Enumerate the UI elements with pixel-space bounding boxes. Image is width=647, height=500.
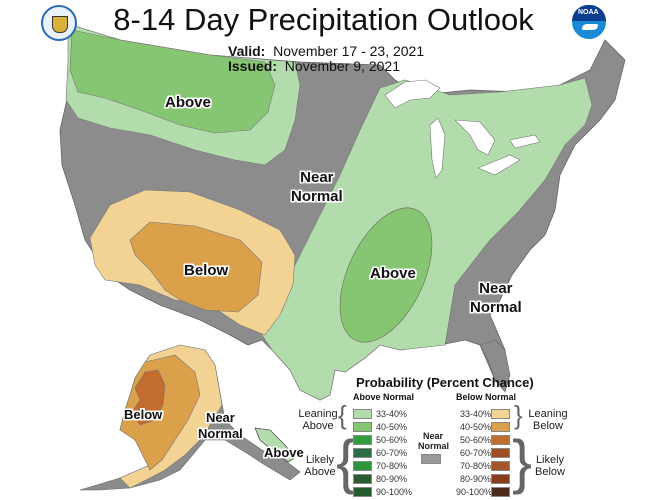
label-line: Near <box>422 431 443 441</box>
swatch-above-80-90 <box>353 474 372 484</box>
brace-icon: } <box>512 428 533 495</box>
range-above-80-90: 80-90% <box>376 474 408 484</box>
probability-legend: Probability (Percent Chance) Above Norma… <box>290 372 647 500</box>
label-line: Above <box>302 420 334 432</box>
label-sw-below: Below <box>184 262 229 279</box>
label-line: Normal <box>291 188 343 205</box>
label-line: Below <box>535 466 565 478</box>
label-line: Likely <box>305 454 335 466</box>
doc-seal-icon <box>41 5 77 41</box>
mv-above-core <box>339 207 433 343</box>
label-se-near-normal: Near Normal <box>470 279 522 317</box>
sw-below-core <box>129 221 263 313</box>
swatch-above-40-50 <box>353 422 372 432</box>
nw-above-core <box>69 29 276 134</box>
near-normal-label: Near Normal <box>418 431 450 451</box>
valid-dates: Valid: November 17 - 23, 2021 <box>228 43 424 59</box>
swatch-below-80-90 <box>491 474 510 484</box>
likely-above-label: Likely Above <box>300 454 340 478</box>
label-line: Normal <box>470 299 522 316</box>
label-line: Near <box>300 169 334 186</box>
label-nw-above: Above <box>165 94 211 111</box>
issued-label: Issued: <box>228 58 278 74</box>
valid-value: November 17 - 23, 2021 <box>273 43 425 59</box>
swatch-below-50-60 <box>491 435 510 445</box>
brace-icon: { <box>336 428 357 495</box>
lake-ontario <box>509 134 541 149</box>
label-line: Normal <box>418 441 450 451</box>
label-line: Normal <box>198 426 243 441</box>
swatch-above-50-60 <box>353 435 372 445</box>
swatch-above-90-100 <box>353 487 372 497</box>
range-above-40-50: 40-50% <box>376 422 408 432</box>
issued-value: November 9, 2021 <box>284 58 400 74</box>
label-ak-near-normal: Near Normal <box>198 410 243 442</box>
range-above-90-100: 90-100% <box>376 487 413 497</box>
se-alaska-above <box>254 427 296 463</box>
lake-superior <box>384 79 441 109</box>
lake-huron <box>454 119 496 156</box>
range-below-70-80: 70-80% <box>460 461 492 471</box>
label-line: Near <box>479 280 513 297</box>
range-below-80-90: 80-90% <box>460 474 492 484</box>
label-ak-below: Below <box>124 407 163 422</box>
swatch-above-70-80 <box>353 461 372 471</box>
label-ak-above: Above <box>264 445 304 460</box>
legend-title: Probability (Percent Chance) <box>356 375 534 390</box>
florida <box>479 339 511 393</box>
label-line: Above <box>304 466 336 478</box>
label-line: Likely <box>535 454 565 466</box>
swatch-below-40-50 <box>491 422 510 432</box>
label-line: Leaning <box>298 408 338 420</box>
range-above-33-40: 33-40% <box>376 409 408 419</box>
label-mv-above: Above <box>370 265 416 282</box>
swatch-above-60-70 <box>353 448 372 458</box>
legend-below-header: Below Normal <box>456 392 517 402</box>
range-above-50-60: 50-60% <box>376 435 408 445</box>
range-below-60-70: 60-70% <box>460 448 492 458</box>
range-below-90-100: 90-100% <box>456 487 493 497</box>
leaning-above-label: Leaning Above <box>296 408 340 432</box>
range-above-70-80: 70-80% <box>376 461 408 471</box>
noaa-logo-icon: NOAA <box>572 5 606 39</box>
swatch-below-33-40 <box>491 409 510 419</box>
alaska-below-core <box>131 369 166 426</box>
swatch-near-normal <box>421 454 441 464</box>
issued-date: Issued: November 9, 2021 <box>228 58 400 74</box>
lake-michigan <box>429 117 446 179</box>
brace-icon: { <box>338 400 347 430</box>
swatch-below-60-70 <box>491 448 510 458</box>
page-title: 8-14 Day Precipitation Outlook <box>113 2 534 37</box>
legend-above-header: Above Normal <box>353 392 415 402</box>
likely-below-label: Likely Below <box>530 454 570 478</box>
range-below-50-60: 50-60% <box>460 435 492 445</box>
label-line: Below <box>533 420 563 432</box>
swatch-below-90-100 <box>491 487 510 497</box>
leaning-below-label: Leaning Below <box>526 408 570 432</box>
label-line: Near <box>205 410 235 425</box>
range-below-33-40: 33-40% <box>460 409 492 419</box>
label-plains-near-normal: Near Normal <box>291 168 343 206</box>
range-below-40-50: 40-50% <box>460 422 492 432</box>
label-line: Leaning <box>528 408 568 420</box>
valid-label: Valid: <box>228 43 266 59</box>
brace-icon: } <box>514 400 523 430</box>
range-above-60-70: 60-70% <box>376 448 408 458</box>
lake-erie <box>477 154 521 176</box>
swatch-above-33-40 <box>353 409 372 419</box>
swatch-below-70-80 <box>491 461 510 471</box>
